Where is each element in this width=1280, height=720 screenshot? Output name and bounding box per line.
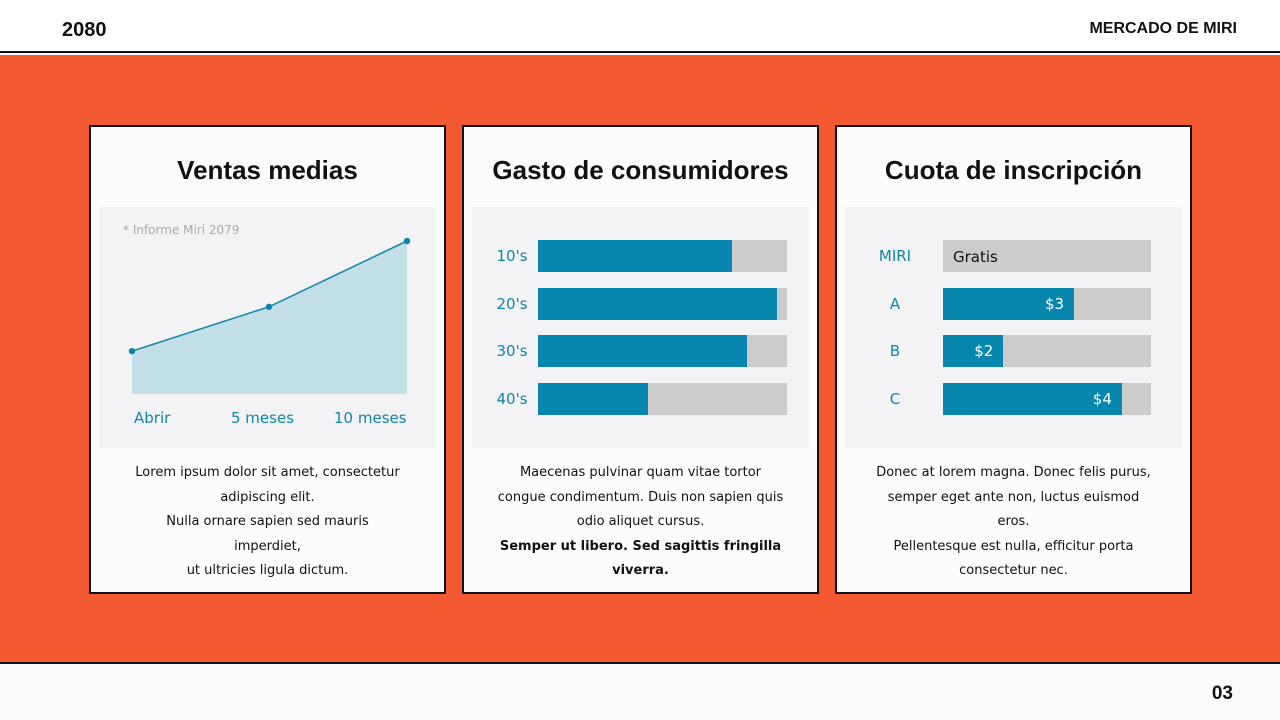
- bar-category-label: A: [889, 294, 901, 313]
- bar-track: [538, 287, 787, 320]
- bar-value-label: $4: [1092, 389, 1112, 408]
- bar-category-label: 30's: [496, 342, 528, 360]
- bar-track: [538, 382, 787, 415]
- bar-value-label: $2: [974, 342, 994, 360]
- desc-bold-line: viverra.: [612, 563, 669, 578]
- desc-line: adipiscing elit.: [220, 489, 315, 505]
- bar: [538, 335, 748, 367]
- bar-track: [538, 240, 787, 272]
- x-tick: Abrir: [134, 409, 171, 427]
- bar: [538, 287, 778, 320]
- card-gasto: Gasto de consumidores 10's 20's 30's 40's M…: [462, 125, 819, 594]
- bar-value-label: $3: [1044, 294, 1065, 313]
- card-description: Donec at lorem magna. Donec felis purus,…: [847, 461, 1180, 584]
- bar-category-label: 40's: [496, 389, 528, 408]
- card-cuota: Cuota de inscripción MIRI Gratis A $3 B $2 C $4…: [835, 125, 1192, 594]
- line-chart-panel: * Informe Miri 2079 Abrir 5 meses 10 mes…: [99, 207, 436, 448]
- area-fill: [132, 241, 407, 394]
- card-title: Ventas medias: [177, 155, 358, 185]
- bar-category-label: MIRI: [878, 247, 912, 265]
- bar-row: 40's: [472, 382, 809, 415]
- brand-label: MERCADO DE MIRI: [1089, 20, 1237, 37]
- bar: [538, 382, 648, 415]
- bar-track: Gratis: [943, 240, 1151, 272]
- page-number: 03: [1211, 683, 1233, 704]
- card-description: Lorem ipsum dolor sit amet, consectetur …: [101, 461, 434, 584]
- desc-line: Pellentesque est nulla, efficitur porta: [893, 538, 1134, 554]
- bar-row: B $2: [845, 335, 1182, 367]
- desc-line: ut ultricies ligula dictum.: [186, 563, 349, 578]
- bar-track: $2: [943, 335, 1151, 367]
- x-tick: 5 meses: [231, 409, 295, 427]
- bar-chart-panel: 10's 20's 30's 40's: [472, 207, 809, 448]
- bar-chart-panel: MIRI Gratis A $3 B $2 C $4: [845, 207, 1182, 448]
- desc-line: semper eget ante non, luctus euismod: [887, 489, 1140, 505]
- bar-row: C $4: [845, 382, 1182, 415]
- bar-row: 10's: [472, 240, 809, 272]
- header: 2080 MERCADO DE MIRI: [0, 0, 1280, 53]
- bar-row: MIRI Gratis: [845, 240, 1182, 272]
- bar: $2: [943, 335, 1004, 367]
- card-title: Gasto de consumidores: [492, 155, 789, 185]
- bar: $4: [943, 382, 1122, 415]
- bar-row: 30's: [472, 335, 809, 367]
- line-chart: [128, 237, 411, 394]
- desc-line: imperdiet,: [234, 538, 301, 554]
- bar-row: A $3: [845, 287, 1182, 320]
- year-label: 2080: [62, 19, 107, 41]
- bar: [538, 240, 733, 272]
- x-tick: 10 meses: [334, 409, 407, 427]
- bar-value-label: Gratis: [953, 248, 998, 266]
- desc-line: eros.: [997, 514, 1030, 529]
- desc-bold-line: Semper ut libero. Sed sagittis fringilla: [499, 538, 782, 554]
- bar-category-label: B: [889, 342, 901, 360]
- desc-line: congue condimentum. Duis non sapien quis: [497, 489, 784, 505]
- data-point: [403, 237, 411, 245]
- card-ventas: Ventas medias * Informe Miri 2079 Abrir …: [89, 125, 446, 594]
- desc-line: consectetur nec.: [959, 563, 1068, 578]
- bar: $3: [943, 287, 1075, 320]
- data-point: [128, 347, 136, 355]
- chart-note: * Informe Miri 2079: [123, 223, 240, 237]
- desc-line: Nulla ornare sapien sed mauris: [166, 514, 369, 529]
- desc-line: Donec at lorem magna. Donec felis purus,: [876, 465, 1151, 480]
- bar-track: [538, 335, 787, 367]
- bar-category-label: 20's: [496, 294, 528, 313]
- bar-category-label: C: [889, 389, 901, 408]
- bar-category-label: 10's: [496, 247, 528, 265]
- bar-row: 20's: [472, 287, 809, 320]
- card-description: Maecenas pulvinar quam vitae tortor cong…: [474, 461, 807, 584]
- desc-line: Lorem ipsum dolor sit amet, consectetur: [135, 465, 400, 480]
- bar-track: $3: [943, 287, 1151, 320]
- data-point: [265, 303, 273, 310]
- card-title: Cuota de inscripción: [884, 155, 1143, 185]
- desc-line: Maecenas pulvinar quam vitae tortor: [519, 465, 762, 480]
- bar-track: $4: [943, 382, 1151, 415]
- desc-line: odio aliquet cursus.: [576, 514, 705, 529]
